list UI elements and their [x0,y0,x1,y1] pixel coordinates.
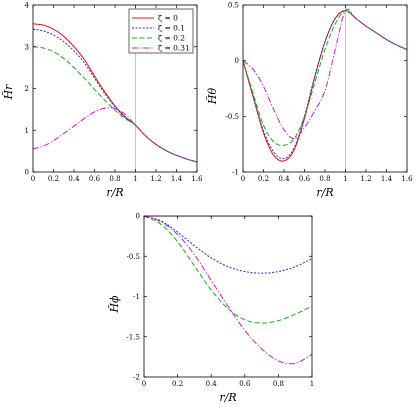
y-tick-label: 3 [25,43,29,51]
y-axis-label: H̃θ [206,88,219,106]
x-ticks: 0 0.2 0.4 0.6 0.8 1 1.2 1.4 1.6 [241,5,413,183]
x-ticks: 0 0.2 0.4 0.6 0.8 1 1.2 1.4 1.6 [31,5,203,183]
y-ticks: 0 1 2 3 4 [25,2,197,177]
x-tick-label: 0.2 [48,175,59,183]
series-line-3 [33,107,197,163]
x-tick-label: 1 [133,175,137,183]
legend-label-2: ζ = 0.2 [158,34,185,43]
y-axis-label: H̃r [2,84,15,101]
plot-frame [242,4,408,173]
x-tick-label: 0.6 [239,380,251,388]
series-line-2 [33,46,197,163]
chart-panel-2: 0 0.2 0.4 0.6 0.8 1 1.2 1.4 1.6 -1 -0.5 0 0.5 r/R H̃θ [206,2,413,200]
y-ticks: -2 -1.5 -1 -0.5 0 [127,213,312,382]
legend-label-0: ζ = 0 [158,14,178,23]
x-tick-label: 0 [31,175,35,183]
series-line-3 [144,216,312,365]
y-tick-label: 0 [136,213,140,221]
x-tick-label: 0.8 [273,380,284,388]
x-tick-label: 1 [310,380,314,388]
x-tick-label: 0.8 [319,175,330,183]
series-group [33,23,197,163]
series-group [144,216,312,365]
y-tick-label: -0.5 [127,253,141,261]
y-tick-label: 0.5 [228,2,239,10]
x-tick-label: 1 [343,175,347,183]
x-axis-label: r/R [106,186,123,199]
series-line-0 [243,10,407,162]
x-ticks: 0 0.2 0.4 0.6 0.8 1 [142,216,314,388]
legend-label-3: ζ = 0.31 [158,44,190,53]
x-tick-label: 1.2 [360,175,371,183]
legend: ζ = 0ζ = 0.1ζ = 0.2ζ = 0.31 [128,8,194,54]
y-ticks: -1 -0.5 0 0.5 [226,2,407,177]
series-line-3 [243,8,407,140]
x-tick-label: 0 [241,175,245,183]
y-tick-label: 1 [25,127,29,135]
y-tick-label: -1 [232,169,239,177]
x-tick-label: 1.6 [401,175,413,183]
legend-box [128,8,194,54]
x-tick-label: 1.6 [191,175,203,183]
y-tick-label: -2 [133,374,140,382]
x-axis-label: r/R [219,391,236,404]
series-line-1 [144,216,312,274]
y-tick-label: 2 [25,85,29,93]
chart-panel-1: 0 0.2 0.4 0.6 0.8 1 1.2 1.4 1.6 0 1 2 3 4 r/R H̃r [2,2,203,200]
y-tick-label: -1 [133,293,140,301]
x-tick-label: 0.6 [89,175,101,183]
series-group [243,8,407,162]
plot-frame [143,215,313,378]
y-tick-label: -1.5 [127,333,141,341]
y-tick-label: 0 [25,169,29,177]
chart-panel-3: 0 0.2 0.4 0.6 0.8 1 -2 -1.5 -1 -0.5 0 r/R H̃ϕ [108,213,314,405]
series-line-2 [243,10,407,146]
x-tick-label: 0.8 [109,175,120,183]
x-tick-label: 0 [142,380,146,388]
x-tick-label: 0.4 [278,175,290,183]
y-axis-label: H̃ϕ [108,295,121,314]
x-tick-label: 0.2 [258,175,269,183]
x-axis-label: r/R [316,186,333,199]
x-tick-label: 0.2 [172,380,183,388]
y-tick-label: 4 [25,2,30,10]
y-tick-label: -0.5 [226,113,240,121]
y-tick-label: 0 [235,57,239,65]
x-tick-label: 1.2 [150,175,161,183]
x-tick-label: 1.4 [171,175,183,183]
series-line-1 [243,10,407,160]
legend-label-1: ζ = 0.1 [158,24,185,33]
x-tick-label: 1.4 [381,175,393,183]
x-tick-label: 0.6 [299,175,311,183]
x-tick-label: 0.4 [206,380,218,388]
x-tick-label: 0.4 [68,175,80,183]
